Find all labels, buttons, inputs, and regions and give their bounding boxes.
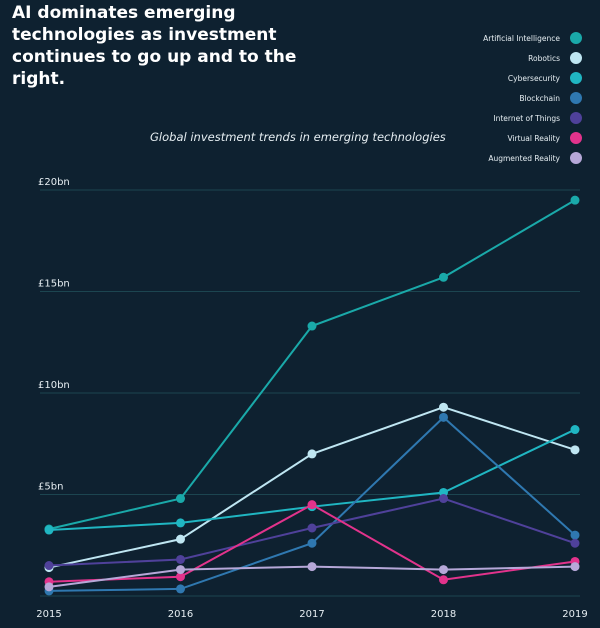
- y-tick-label: £20bn: [38, 177, 70, 188]
- data-point: [176, 534, 185, 544]
- data-point: [570, 538, 580, 548]
- data-point: [570, 445, 580, 455]
- data-point: [307, 321, 317, 331]
- data-point: [570, 425, 580, 435]
- legend-item: Cybersecurity: [483, 68, 582, 88]
- legend-label: Cybersecurity: [507, 73, 560, 83]
- data-point: [570, 562, 580, 572]
- legend-label: Internet of Things: [493, 113, 560, 123]
- data-point: [439, 575, 448, 585]
- data-point: [44, 582, 54, 592]
- y-tick-label: £15bn: [38, 279, 70, 290]
- legend-swatch: [570, 132, 582, 144]
- legend-label: Artificial Intelligence: [483, 33, 560, 43]
- legend: Artificial Intelligence Robotics Cybersecu…: [483, 28, 582, 168]
- x-tick-label: 2017: [299, 609, 324, 620]
- series-line: [48, 428, 576, 532]
- data-point: [307, 500, 317, 510]
- data-point: [570, 195, 580, 205]
- data-point: [44, 525, 54, 535]
- legend-label: Blockchain: [519, 93, 560, 103]
- data-point: [176, 518, 185, 528]
- data-point: [307, 523, 317, 533]
- data-point: [176, 554, 185, 564]
- x-tick-label: 2018: [431, 609, 456, 620]
- legend-label: Augmented Reality: [488, 153, 560, 163]
- data-point: [307, 538, 317, 548]
- data-point: [307, 562, 317, 572]
- x-tick-label: 2016: [168, 609, 193, 620]
- data-point: [439, 494, 448, 504]
- data-point: [439, 412, 448, 422]
- legend-item: Augmented Reality: [483, 148, 582, 168]
- data-point: [176, 572, 185, 582]
- y-tick-label: £5bn: [38, 482, 63, 493]
- data-point: [439, 272, 448, 282]
- chart-subtitle: Global investment trends in emerging tec…: [150, 130, 446, 144]
- series-line: [48, 199, 576, 530]
- data-point: [176, 565, 185, 575]
- legend-swatch: [570, 152, 582, 164]
- legend-swatch: [570, 112, 582, 124]
- x-tick-label: 2019: [562, 609, 587, 620]
- legend-item: Artificial Intelligence: [483, 28, 582, 48]
- legend-swatch: [570, 32, 582, 44]
- legend-item: Blockchain: [483, 88, 582, 108]
- data-point: [176, 584, 185, 594]
- legend-label: Virtual Reality: [507, 133, 560, 143]
- chart-title: AI dominates emerging technologies as in…: [12, 3, 297, 89]
- data-point: [307, 449, 317, 459]
- data-point: [176, 494, 185, 504]
- legend-swatch: [570, 72, 582, 84]
- data-point: [439, 402, 448, 412]
- data-point: [570, 530, 580, 540]
- y-tick-label: £10bn: [38, 380, 70, 391]
- x-tick-label: 2015: [36, 609, 61, 620]
- data-point: [439, 565, 448, 575]
- legend-item: Virtual Reality: [483, 128, 582, 148]
- legend-swatch: [570, 52, 582, 64]
- legend-swatch: [570, 92, 582, 104]
- legend-item: Internet of Things: [483, 108, 582, 128]
- legend-label: Robotics: [528, 53, 560, 63]
- legend-item: Robotics: [483, 48, 582, 68]
- data-point: [44, 561, 54, 571]
